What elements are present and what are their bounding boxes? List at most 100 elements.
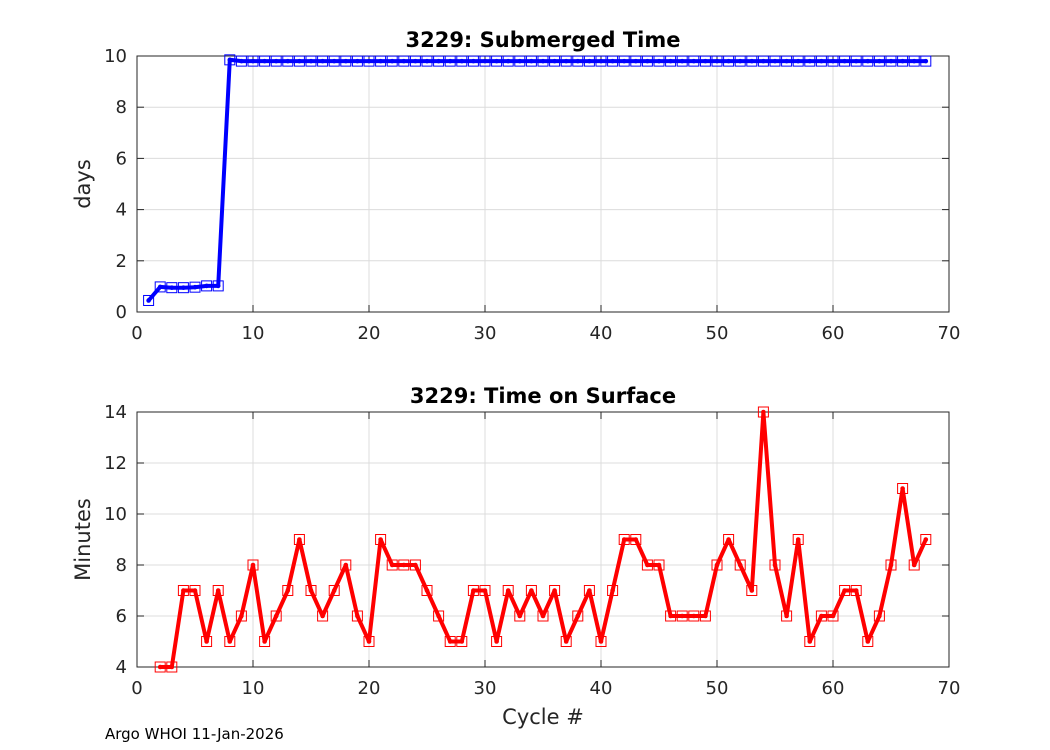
submerged-marker-square xyxy=(317,55,329,67)
surface-marker-dot xyxy=(888,562,894,568)
submerged-marker-square xyxy=(143,294,155,306)
submerged-marker-dot xyxy=(273,58,279,64)
submerged-marker-square xyxy=(444,55,456,67)
surface-marker-square xyxy=(305,585,317,596)
surface-marker-square xyxy=(908,559,920,571)
surface-marker-dot xyxy=(853,588,859,593)
surface-marker-square xyxy=(827,610,839,622)
surface-marker-square xyxy=(409,559,421,571)
surface-marker-square xyxy=(560,636,572,647)
surface-marker-dot xyxy=(737,562,743,568)
surface-marker-dot xyxy=(413,562,418,568)
surface-marker-dot xyxy=(587,588,592,593)
submerged-marker-dot xyxy=(587,58,592,64)
surface-marker-square xyxy=(850,585,862,596)
surface-marker-dot xyxy=(656,562,662,568)
surface-ytick-label: 10 xyxy=(104,504,127,525)
submerged-marker-dot xyxy=(888,58,894,64)
surface-marker-dot xyxy=(645,562,650,568)
surface-marker-dot xyxy=(355,613,360,619)
submerged-marker-dot xyxy=(784,58,789,64)
submerged-marker-dot xyxy=(366,58,372,64)
submerged-marker-square xyxy=(804,55,816,67)
surface-marker-square xyxy=(421,585,433,596)
surface-marker-dot xyxy=(830,613,836,619)
submerged-marker-dot xyxy=(343,58,349,64)
surface-marker-dot xyxy=(366,639,372,644)
surface-marker-square xyxy=(340,559,352,571)
submerged-xtick-label: 10 xyxy=(242,323,265,344)
surface-marker-square xyxy=(514,610,526,622)
submerged-marker-dot xyxy=(146,298,151,303)
submerged-marker-dot xyxy=(865,58,871,64)
surface-marker-square xyxy=(386,559,398,571)
surface-marker-dot xyxy=(633,537,639,542)
submerged-marker-dot xyxy=(250,58,256,64)
submerged-marker-square xyxy=(189,281,201,293)
surface-marker-square xyxy=(537,610,549,622)
submerged-marker-dot xyxy=(413,58,418,64)
surface-marker-dot xyxy=(621,537,627,542)
submerged-marker-square xyxy=(897,55,909,67)
submerged-marker-dot xyxy=(772,58,778,64)
surface-marker-dot xyxy=(923,537,929,542)
submerged-marker-square xyxy=(282,55,294,67)
submerged-marker-dot xyxy=(447,58,453,64)
surface-grid xyxy=(136,411,950,668)
submerged-marker-dot xyxy=(575,58,581,64)
surface-marker-dot xyxy=(482,588,488,593)
submerged-marker-square xyxy=(746,55,758,67)
surface-marker-dot xyxy=(691,613,697,619)
submerged-marker-dot xyxy=(737,58,743,64)
submerged-marker-square xyxy=(224,54,236,66)
submerged-marker-dot xyxy=(215,283,221,289)
submerged-marker-square xyxy=(537,55,549,67)
surface-marker-square xyxy=(792,534,804,545)
surface-marker-square xyxy=(293,534,305,545)
surface-marker-square xyxy=(920,534,932,545)
surface-marker-dot xyxy=(877,613,882,619)
surface-xtick-label: 70 xyxy=(938,678,961,699)
surface-marker-square xyxy=(572,610,584,622)
surface-marker-dot xyxy=(169,664,175,670)
surface-marker-square xyxy=(839,585,851,596)
submerged-marker-square xyxy=(166,282,178,294)
submerged-marker-square xyxy=(328,55,340,67)
submerged-marker-dot xyxy=(355,58,360,64)
submerged-marker-square xyxy=(757,55,769,67)
surface-ytick-label: 8 xyxy=(116,555,127,576)
submerged-grid xyxy=(136,55,950,313)
submerged-ytick-label: 4 xyxy=(116,200,127,221)
surface-marker-dot xyxy=(795,537,801,542)
surface-marker-dot xyxy=(378,537,383,542)
submerged-marker-dot xyxy=(691,58,697,64)
submerged-marker-dot xyxy=(842,58,847,64)
surface-xtick-label: 60 xyxy=(822,678,845,699)
surface-marker-dot xyxy=(679,613,685,619)
submerged-marker-dot xyxy=(563,58,569,64)
surface-marker-square xyxy=(746,585,758,596)
surface-marker-square xyxy=(247,559,259,571)
submerged-marker-dot xyxy=(331,58,337,64)
submerged-marker-dot xyxy=(656,58,662,64)
submerged-xtick-label: 50 xyxy=(706,323,729,344)
submerged-marker-square xyxy=(827,55,839,67)
surface-ytick-label: 6 xyxy=(116,606,127,627)
surface-ytick-label: 12 xyxy=(104,453,127,474)
surface-marker-dot xyxy=(761,409,766,415)
submerged-marker-square xyxy=(723,55,735,67)
submerged-marker-dot xyxy=(540,58,546,64)
submerged-marker-square xyxy=(641,55,653,67)
surface-marker-dot xyxy=(204,639,209,644)
surface-series-line xyxy=(158,410,928,669)
submerged-marker-dot xyxy=(482,58,488,64)
surface-marker-dot xyxy=(610,588,615,593)
submerged-marker-square xyxy=(607,55,619,67)
surface-xtick-label: 10 xyxy=(242,678,265,699)
surface-marker-square xyxy=(734,559,746,571)
surface-marker-square xyxy=(212,585,224,596)
surface-marker-dot xyxy=(285,588,291,593)
surface-time-ylabel: Minutes xyxy=(71,498,95,581)
submerged-marker-square xyxy=(885,55,897,67)
submerged-marker-dot xyxy=(761,58,766,64)
